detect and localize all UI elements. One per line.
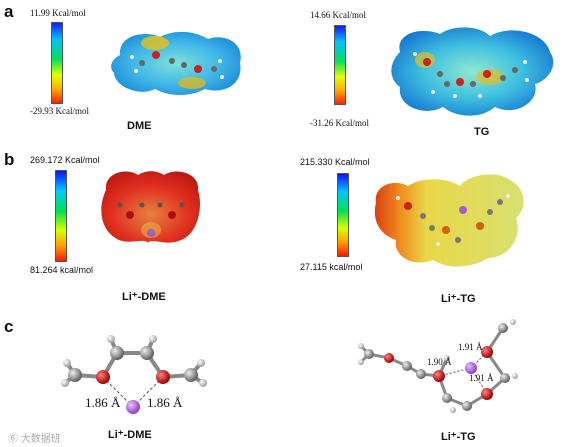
li-tg-scale-bottom-label: 27.115 kcal/mol (300, 262, 363, 272)
dme-scale-bottom-label: -29.93 Kcal/mol (30, 106, 89, 116)
watermark: ⑥ 大数据班 (8, 434, 61, 445)
li-dme-esp-surface (101, 171, 201, 243)
li-dme-scale-bottom-label: 81.264 kcal/mol (30, 265, 94, 275)
li-tg-bond-label-1: 1.91 Å (458, 342, 483, 352)
li-dme-ball-stick-model: 1.86 Å 1.86 Å (61, 335, 207, 414)
li-tg-caption-c: Li⁺-TG (441, 431, 476, 443)
li-tg-caption-b: Li⁺-TG (441, 293, 476, 305)
tg-caption: TG (474, 126, 490, 138)
li-tg-bond-label-2: 1.90 Å (427, 357, 452, 367)
panel-letter-b: b (4, 150, 15, 169)
dme-colorbar (51, 22, 63, 104)
li-dme-scale-top-label: 269.172 Kcal/mol (30, 155, 100, 165)
li-dme-caption-c: Li⁺-DME (108, 429, 152, 441)
dme-scale-top-label: 11.99 Kcal/mol (30, 8, 86, 18)
li-dme-bond-label-1: 1.86 Å (85, 395, 121, 410)
li-tg-esp-surface (374, 174, 524, 267)
tg-scale-bottom-label: -31.26 Kcal/mol (310, 118, 369, 128)
li-dme-colorbar (55, 170, 67, 262)
tg-scale-top-label: 14.66 Kcal/mol (310, 10, 366, 20)
panel-letter-a: a (4, 2, 14, 21)
li-tg-ball-stick-model: 1.91 Å 1.90 Å 1.91 Å (358, 319, 518, 413)
tg-esp-surface (391, 27, 554, 116)
li-tg-scale-top-label: 215.330 Kcal/mol (300, 157, 370, 167)
panel-letter-c: c (4, 317, 14, 336)
li-tg-colorbar (337, 173, 349, 257)
tg-colorbar (334, 25, 346, 105)
dme-caption: DME (127, 120, 152, 132)
dme-esp-surface (111, 31, 241, 95)
li-tg-bond-label-3: 1.91 Å (469, 373, 494, 383)
li-dme-caption-b: Li⁺-DME (122, 291, 166, 303)
li-dme-bond-label-2: 1.86 Å (147, 395, 183, 410)
